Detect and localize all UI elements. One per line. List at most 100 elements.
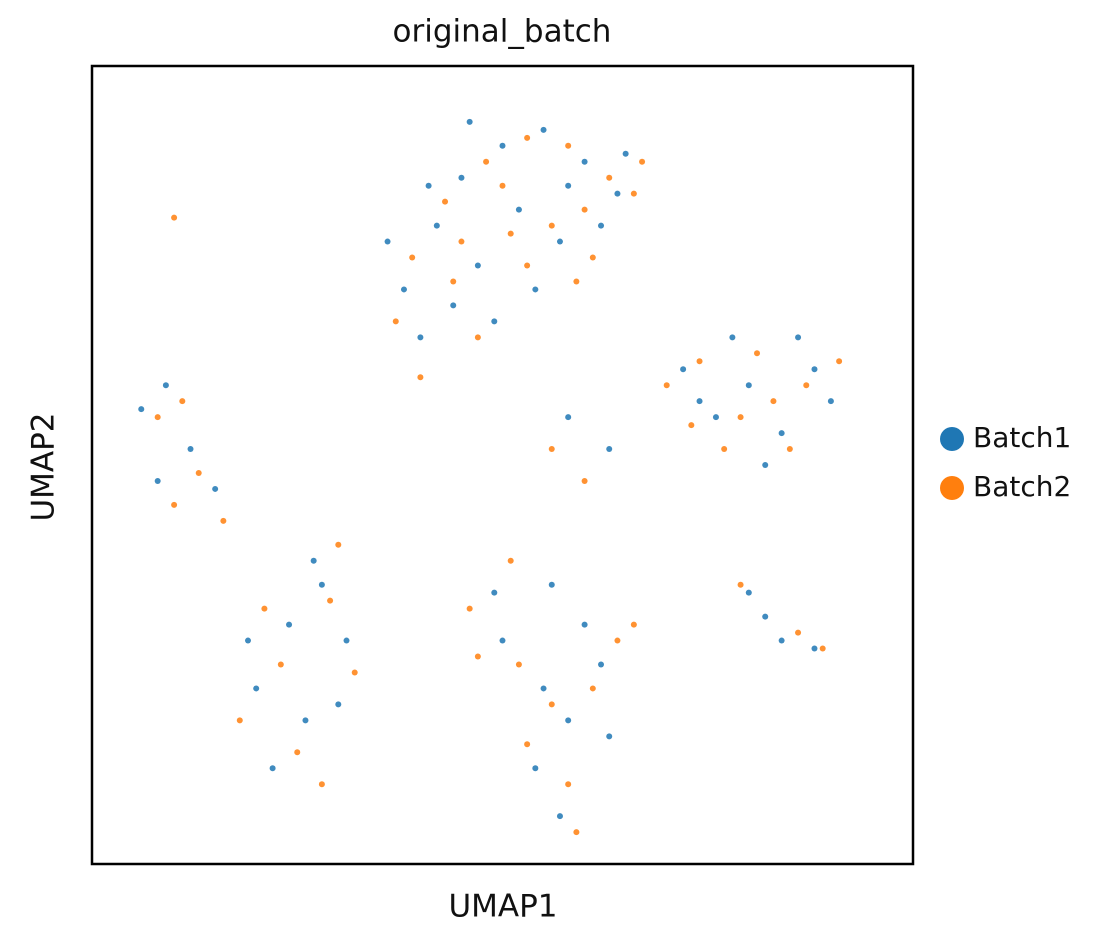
point: [384, 238, 391, 245]
point: [409, 254, 416, 261]
point: [606, 174, 613, 181]
point: [745, 382, 752, 389]
point: [187, 446, 194, 453]
point: [351, 669, 358, 676]
point: [548, 222, 555, 229]
point: [540, 126, 547, 133]
point: [171, 214, 178, 221]
point: [491, 589, 498, 596]
point: [573, 278, 580, 285]
point: [277, 661, 284, 668]
chart-title: original_batch: [393, 14, 612, 50]
point: [663, 382, 670, 389]
point: [507, 230, 514, 237]
point: [745, 589, 752, 596]
point: [499, 182, 506, 189]
point: [803, 382, 810, 389]
point: [786, 446, 793, 453]
point: [318, 581, 325, 588]
point: [630, 190, 637, 197]
point: [302, 717, 309, 724]
point: [515, 206, 522, 213]
point: [310, 557, 317, 564]
point: [819, 645, 826, 652]
point: [589, 685, 596, 692]
point: [474, 653, 481, 660]
point: [162, 382, 169, 389]
x-axis-label: UMAP1: [448, 889, 557, 925]
point: [458, 174, 465, 181]
point: [827, 398, 834, 405]
point: [466, 118, 473, 125]
point: [565, 781, 572, 788]
point: [195, 469, 202, 476]
point: [458, 238, 465, 245]
point: [795, 629, 802, 636]
legend-label: Batch1: [973, 421, 1071, 454]
point: [236, 717, 243, 724]
point: [179, 398, 186, 405]
point: [532, 765, 539, 772]
point: [770, 398, 777, 405]
point: [754, 350, 761, 357]
point: [581, 206, 588, 213]
point: [540, 685, 547, 692]
point: [483, 158, 490, 165]
point: [425, 182, 432, 189]
point: [171, 501, 178, 508]
y-axis-label: UMAP2: [26, 412, 62, 521]
point: [474, 262, 481, 269]
point: [680, 366, 687, 373]
points: [138, 118, 843, 836]
point: [327, 597, 334, 604]
point: [442, 198, 449, 205]
point: [581, 477, 588, 484]
point: [614, 190, 621, 197]
point: [524, 134, 531, 141]
point: [532, 286, 539, 293]
point: [507, 557, 514, 564]
point: [335, 701, 342, 708]
point: [499, 637, 506, 644]
point: [630, 621, 637, 628]
point: [762, 462, 769, 468]
point: [343, 637, 350, 644]
point: [778, 637, 785, 644]
point: [450, 302, 457, 309]
point: [335, 541, 342, 548]
point: [433, 222, 440, 229]
point: [836, 358, 843, 365]
point: [598, 661, 605, 668]
point: [417, 374, 424, 381]
point: [548, 581, 555, 588]
point: [589, 254, 596, 261]
point: [556, 238, 563, 245]
point: [639, 158, 646, 165]
point: [565, 182, 572, 189]
point: [565, 142, 572, 149]
point: [294, 749, 301, 756]
plot-frame: [90, 64, 915, 866]
point: [721, 446, 728, 453]
point: [581, 158, 588, 165]
point: [811, 645, 818, 652]
point: [269, 765, 276, 772]
point: [614, 637, 621, 644]
point: [737, 414, 744, 421]
point: [515, 661, 522, 668]
point: [212, 485, 219, 492]
point: [244, 637, 251, 644]
point: [712, 414, 719, 421]
point: [729, 334, 736, 341]
point: [154, 477, 161, 484]
point: [318, 781, 325, 788]
point: [762, 613, 769, 620]
point: [581, 621, 588, 628]
point: [417, 334, 424, 341]
point: [474, 334, 481, 341]
point: [499, 142, 506, 149]
point: [548, 701, 555, 708]
point: [565, 717, 572, 724]
point: [524, 741, 531, 748]
